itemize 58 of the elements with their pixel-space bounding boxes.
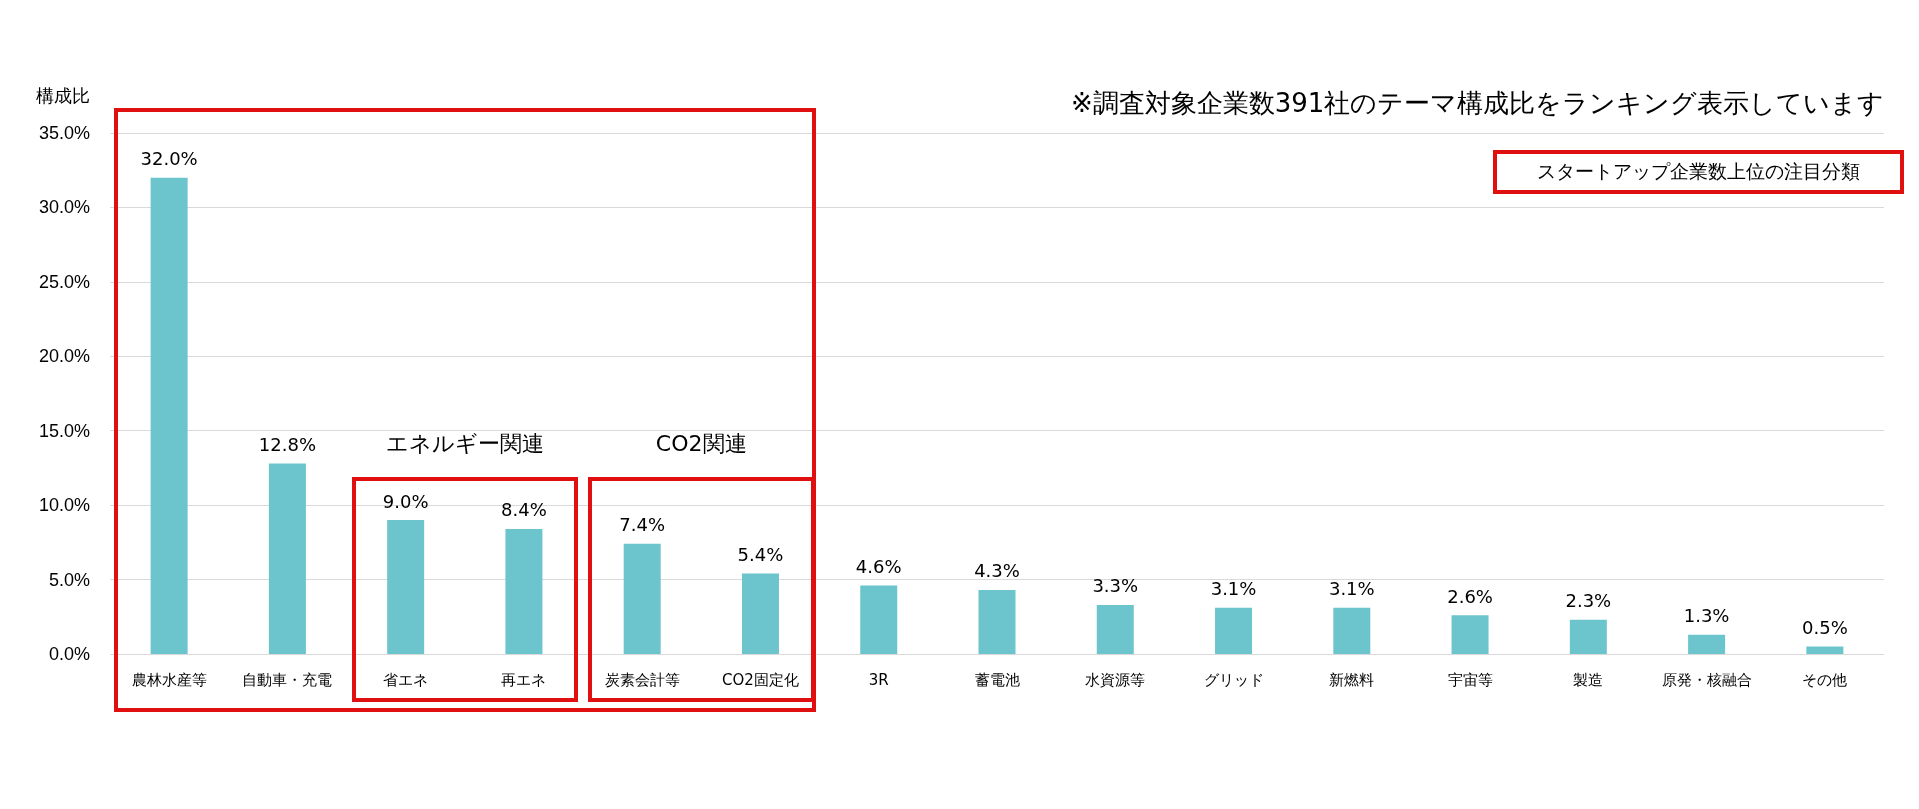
bar bbox=[505, 528, 543, 654]
x-tick-label: 蓄電池 bbox=[974, 670, 1020, 689]
text: ※調査対象企業数391社のテーマ構成比をランキング表示しています bbox=[1071, 87, 1885, 120]
x-tick-label: 原発・核融合 bbox=[1661, 670, 1752, 689]
annotation: スタートアップ企業数上位の注目分類 bbox=[1493, 150, 1904, 194]
x-tick-label: 再エネ bbox=[501, 670, 547, 689]
x-tick-label: 省エネ bbox=[383, 670, 429, 689]
data-label: 3.3% bbox=[1092, 575, 1139, 597]
data-label: 7.4% bbox=[619, 514, 666, 536]
y-tick-label: 20.0% bbox=[38, 346, 90, 367]
bar bbox=[387, 520, 425, 654]
data-label: 4.6% bbox=[855, 556, 902, 578]
x-tick-label: その他 bbox=[1802, 670, 1848, 689]
x-tick-label: グリッド bbox=[1203, 670, 1264, 689]
data-label: 32.0% bbox=[140, 148, 198, 170]
x-tick-label: 3R bbox=[868, 670, 889, 689]
data-label: 5.4% bbox=[737, 544, 784, 566]
y-tick-label: 10.0% bbox=[38, 495, 90, 516]
data-label: 2.3% bbox=[1565, 590, 1612, 612]
y-tick-label: 5.0% bbox=[48, 569, 90, 590]
x-tick-label: 製造 bbox=[1573, 670, 1604, 689]
bar bbox=[1333, 607, 1371, 654]
data-label: 12.8% bbox=[258, 433, 316, 455]
data-label: 4.3% bbox=[974, 560, 1020, 582]
bar bbox=[741, 573, 779, 654]
data-label: 9.0% bbox=[382, 490, 429, 512]
bar bbox=[1096, 604, 1134, 654]
y-axis-title: 構成比 bbox=[36, 86, 90, 106]
bar bbox=[623, 543, 661, 654]
bar bbox=[1451, 615, 1489, 654]
bar bbox=[1215, 607, 1253, 654]
y-tick-label: 35.0% bbox=[38, 123, 90, 143]
bar bbox=[1569, 619, 1607, 654]
bar bbox=[268, 463, 306, 654]
y-tick-label: 15.0% bbox=[38, 420, 90, 441]
data-label: 8.4% bbox=[501, 499, 547, 521]
y-tick-label: 0.0% bbox=[48, 644, 90, 664]
x-tick-label: 炭素会計等 bbox=[604, 670, 680, 689]
annotation: エネルギー関連 bbox=[385, 429, 544, 458]
bar bbox=[1688, 634, 1726, 654]
data-label: 1.3% bbox=[1683, 605, 1730, 627]
bar bbox=[1806, 646, 1844, 654]
x-tick-label: 水資源等 bbox=[1085, 670, 1146, 689]
data-label: 0.5% bbox=[1802, 617, 1848, 639]
bar bbox=[860, 585, 898, 654]
x-tick-label: CO2固定化 bbox=[722, 670, 799, 689]
bar bbox=[978, 589, 1016, 654]
data-label: 3.1% bbox=[1328, 578, 1375, 600]
data-label: 3.1% bbox=[1210, 578, 1257, 600]
bar bbox=[150, 177, 188, 654]
x-tick-label: 農林水産等 bbox=[131, 670, 207, 689]
y-tick-label: 30.0% bbox=[38, 197, 90, 218]
data-label: 2.6% bbox=[1447, 585, 1493, 607]
x-tick-label: 自動車・充電 bbox=[242, 670, 333, 689]
x-tick-label: 新燃料 bbox=[1329, 670, 1375, 689]
x-tick-label: 宇宙等 bbox=[1447, 670, 1493, 689]
annotation: CO2関連 bbox=[655, 429, 747, 458]
y-tick-label: 25.0% bbox=[38, 271, 90, 292]
